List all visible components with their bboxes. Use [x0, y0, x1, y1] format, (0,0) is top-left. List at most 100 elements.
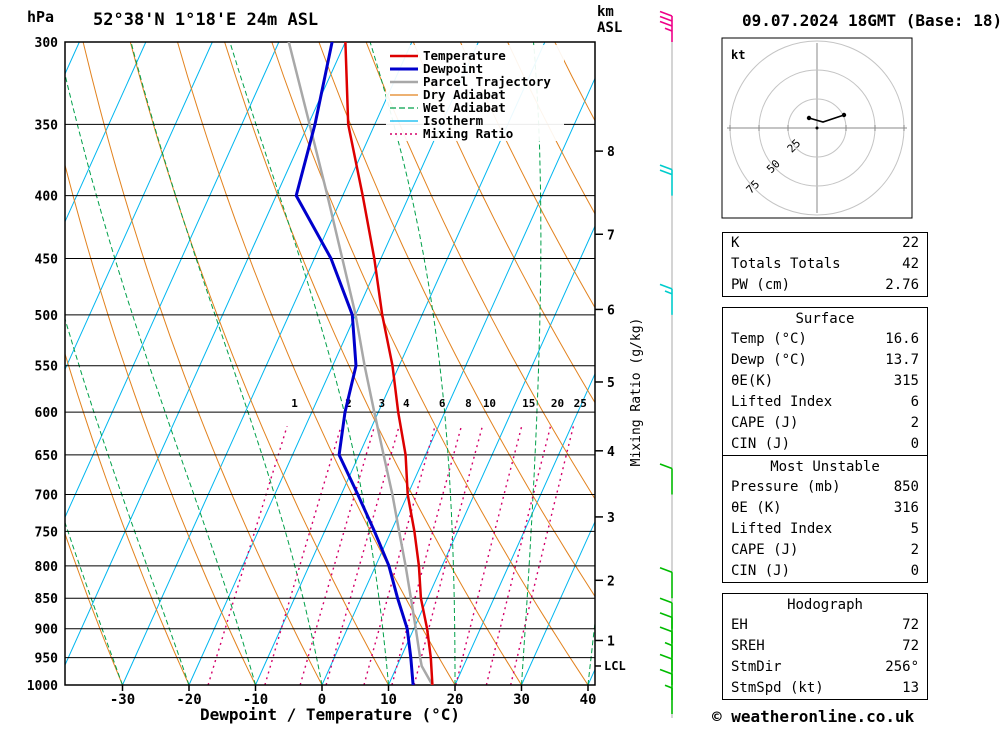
table-row-label: CIN (J) — [731, 436, 791, 452]
wet-adiabat-line — [369, 42, 456, 685]
mixing-ratio-value-label: 8 — [465, 397, 472, 410]
hodograph-unit-label: kt — [731, 48, 745, 62]
pressure-tick-label: 350 — [35, 118, 59, 133]
table-row: Lifted Index 6 — [723, 392, 927, 413]
isotherm-line — [255, 42, 546, 685]
table-row-value: 0 — [910, 563, 919, 579]
table-section: Most Unstable Pressure (mb) 850 θE (K) 316 Li… — [722, 455, 928, 583]
temp-tick-label: -20 — [176, 692, 201, 708]
legend-item-label: Dewpoint — [423, 61, 483, 76]
wet-adiabat-line — [229, 42, 389, 685]
pressure-tick-label: 900 — [35, 623, 59, 638]
legend-item-label: Wet Adiabat — [423, 100, 506, 115]
table-row-label: Temp (°C) — [731, 331, 807, 347]
table-row: CIN (J) 0 — [723, 561, 927, 582]
mixing-ratio-line — [455, 426, 523, 685]
wind-barb — [659, 283, 673, 315]
mixing-ratio-value-label: 6 — [439, 397, 446, 410]
plot-frame — [64, 41, 596, 686]
pressure-tick-label: 500 — [35, 309, 59, 324]
wet-adiabat-line — [65, 72, 256, 685]
pressure-tick-label: 650 — [35, 449, 59, 464]
table-row-label: CAPE (J) — [731, 415, 799, 431]
wet-adiabat-line — [587, 617, 595, 685]
wind-barb — [664, 684, 673, 714]
table-row-label: K — [731, 235, 740, 251]
pressure-tick-label: 400 — [35, 190, 59, 205]
temp-tick-label: -30 — [110, 692, 135, 708]
dry-adiabat-line — [65, 163, 256, 685]
table-row-value: 16.6 — [885, 331, 919, 347]
km-tick-label: 2 — [607, 574, 615, 589]
isotherm-line — [122, 42, 413, 685]
isotherm-line — [65, 42, 147, 223]
isotherm-line — [321, 77, 595, 685]
mixing-ratio-line — [264, 425, 342, 685]
legend-item-label: Parcel Trajectory — [423, 74, 551, 89]
hodograph-origin-dot — [815, 126, 819, 130]
table-row: θE(K) 315 — [723, 371, 927, 392]
km-tick-label: 7 — [607, 228, 615, 243]
table-row: Temp (°C) 16.6 — [723, 329, 927, 350]
table-row-value: 316 — [893, 500, 919, 516]
isotherm-line — [0, 42, 13, 685]
table-row-label: PW (cm) — [731, 277, 791, 293]
table-row-label: SREH — [731, 638, 765, 654]
pressure-tick-label: 950 — [35, 652, 59, 667]
km-tick-label: 4 — [607, 445, 615, 460]
mixing-ratio-line — [325, 426, 400, 685]
isotherm-line — [454, 372, 595, 685]
mixing-ratio-line — [363, 426, 436, 685]
table-row: StmDir 256° — [723, 657, 927, 678]
km-tick-label: 5 — [607, 376, 615, 391]
legend-item-label: Temperature — [423, 48, 506, 63]
isotherm-line — [521, 520, 595, 685]
wind-barb — [659, 566, 673, 599]
parcel-trajectory-curve — [287, 42, 434, 685]
mixing-ratio-value-label: 10 — [483, 397, 496, 410]
table-section: Hodograph EH 72 SREH 72 StmDir 256° StmSpd (kt)… — [722, 593, 928, 700]
table-row-label: Lifted Index — [731, 394, 833, 410]
table-row-value: 256° — [885, 659, 919, 675]
mixing-ratio-line — [391, 426, 463, 685]
isotherm-line — [65, 42, 280, 519]
hodograph-trace — [808, 114, 845, 123]
pressure-tick-label: 550 — [35, 360, 59, 375]
x-axis-title: Dewpoint / Temperature (°C) — [199, 705, 461, 724]
pressure-tick-label: 600 — [35, 406, 59, 421]
table-row-label: CIN (J) — [731, 563, 791, 579]
table-row: K 22 — [723, 233, 927, 254]
table-row-label: CAPE (J) — [731, 542, 799, 558]
altitude-axis-unit: km ASL — [597, 4, 622, 36]
pressure-tick-label: 700 — [35, 489, 59, 504]
temperature-curve — [344, 42, 434, 685]
table-row-value: 5 — [910, 521, 919, 537]
table-row: CAPE (J) 2 — [723, 540, 927, 561]
table-row: Totals Totals 42 — [723, 254, 927, 275]
hodograph-trace-start-dot — [806, 115, 812, 121]
pressure-tick-label: 450 — [35, 253, 59, 268]
table-row: SREH 72 — [723, 636, 927, 657]
wind-barb — [659, 463, 673, 495]
temp-tick-label: 20 — [447, 692, 464, 708]
pressure-tick-label: 800 — [35, 560, 59, 575]
wet-adiabat-line — [65, 521, 123, 685]
isotherm-line — [388, 224, 595, 685]
pressure-unit-label: hPa — [27, 8, 55, 26]
mixing-ratio-line — [413, 426, 484, 685]
table-row-value: 6 — [910, 394, 919, 410]
table-section: Surface Temp (°C) 16.6 Dewp (°C) 13.7 θE(K) 31… — [722, 307, 928, 456]
table-row-value: 22 — [902, 235, 919, 251]
dry-adiabat-line — [65, 352, 190, 685]
table-row-label: Dewp (°C) — [731, 352, 807, 368]
table-section-header: Hodograph — [787, 597, 863, 613]
km-tick-label: 1 — [607, 634, 615, 649]
table-section-header: Most Unstable — [770, 459, 880, 475]
mixing-ratio-line — [207, 425, 288, 685]
table-row-value: 72 — [902, 617, 919, 633]
temp-tick-label: 0 — [318, 692, 326, 708]
table-row-label: Pressure (mb) — [731, 479, 841, 495]
